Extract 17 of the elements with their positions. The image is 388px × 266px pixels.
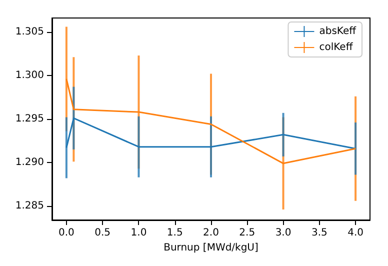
x-tick-label: 1.5 <box>166 228 183 238</box>
y-tick-label: 1.305 <box>15 26 44 38</box>
x-axis-title: Burnup [MWd/kgU] <box>164 242 259 254</box>
x-tick-label: 3.0 <box>275 228 292 238</box>
y-tick-label: 1.295 <box>15 114 44 124</box>
x-tick-label: 2.0 <box>203 228 219 238</box>
y-tick-label: 1.300 <box>15 70 44 81</box>
y-tick-label: 1.285 <box>15 200 44 212</box>
legend-label: absKeff <box>319 26 358 37</box>
x-tick-label: 1.0 <box>130 228 147 238</box>
y-tick-label: 1.290 <box>15 157 44 168</box>
x-tick-label: 4.0 <box>348 228 364 238</box>
x-tick-label: 0.0 <box>58 228 74 238</box>
x-tick-label: 3.5 <box>311 228 328 238</box>
legend-label: colKeff <box>319 42 354 53</box>
x-tick-label: 2.5 <box>239 228 256 238</box>
x-tick-label: 0.5 <box>94 228 111 238</box>
